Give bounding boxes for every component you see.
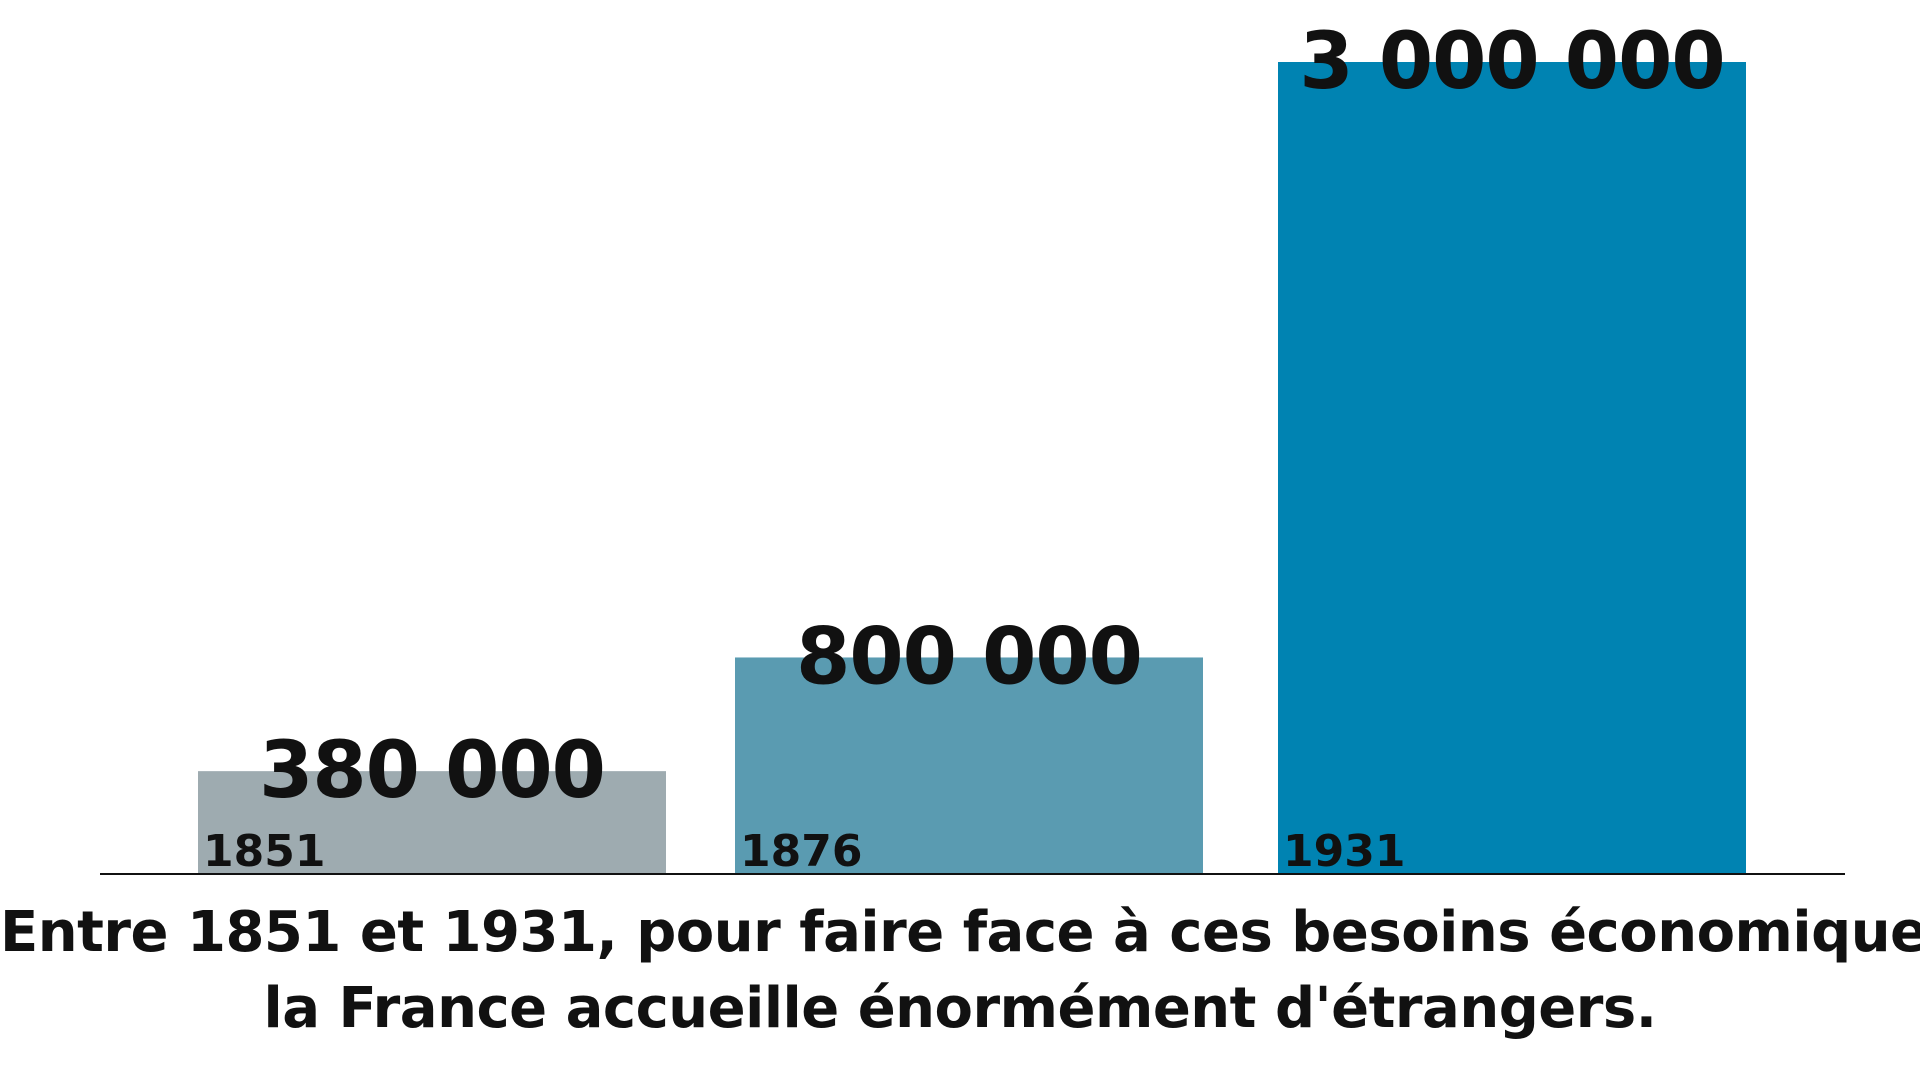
bar-1876	[735, 657, 1203, 874]
caption-line-1: Entre 1851 et 1931, pour faire face à ce…	[0, 900, 1920, 965]
category-label-1931: 1931	[1283, 826, 1405, 877]
value-label-1851: 380 000	[259, 726, 605, 816]
bar-1931	[1278, 62, 1746, 874]
category-label-1851: 1851	[203, 826, 325, 877]
caption-line-2: la France accueille énormément d'étrange…	[263, 976, 1657, 1041]
value-label-1931: 3 000 000	[1299, 17, 1724, 107]
category-label-1876: 1876	[740, 826, 862, 877]
chart-caption: Entre 1851 et 1931, pour faire face à ce…	[0, 895, 1920, 1047]
bar-1851	[198, 771, 666, 874]
value-label-1876: 800 000	[796, 612, 1142, 702]
